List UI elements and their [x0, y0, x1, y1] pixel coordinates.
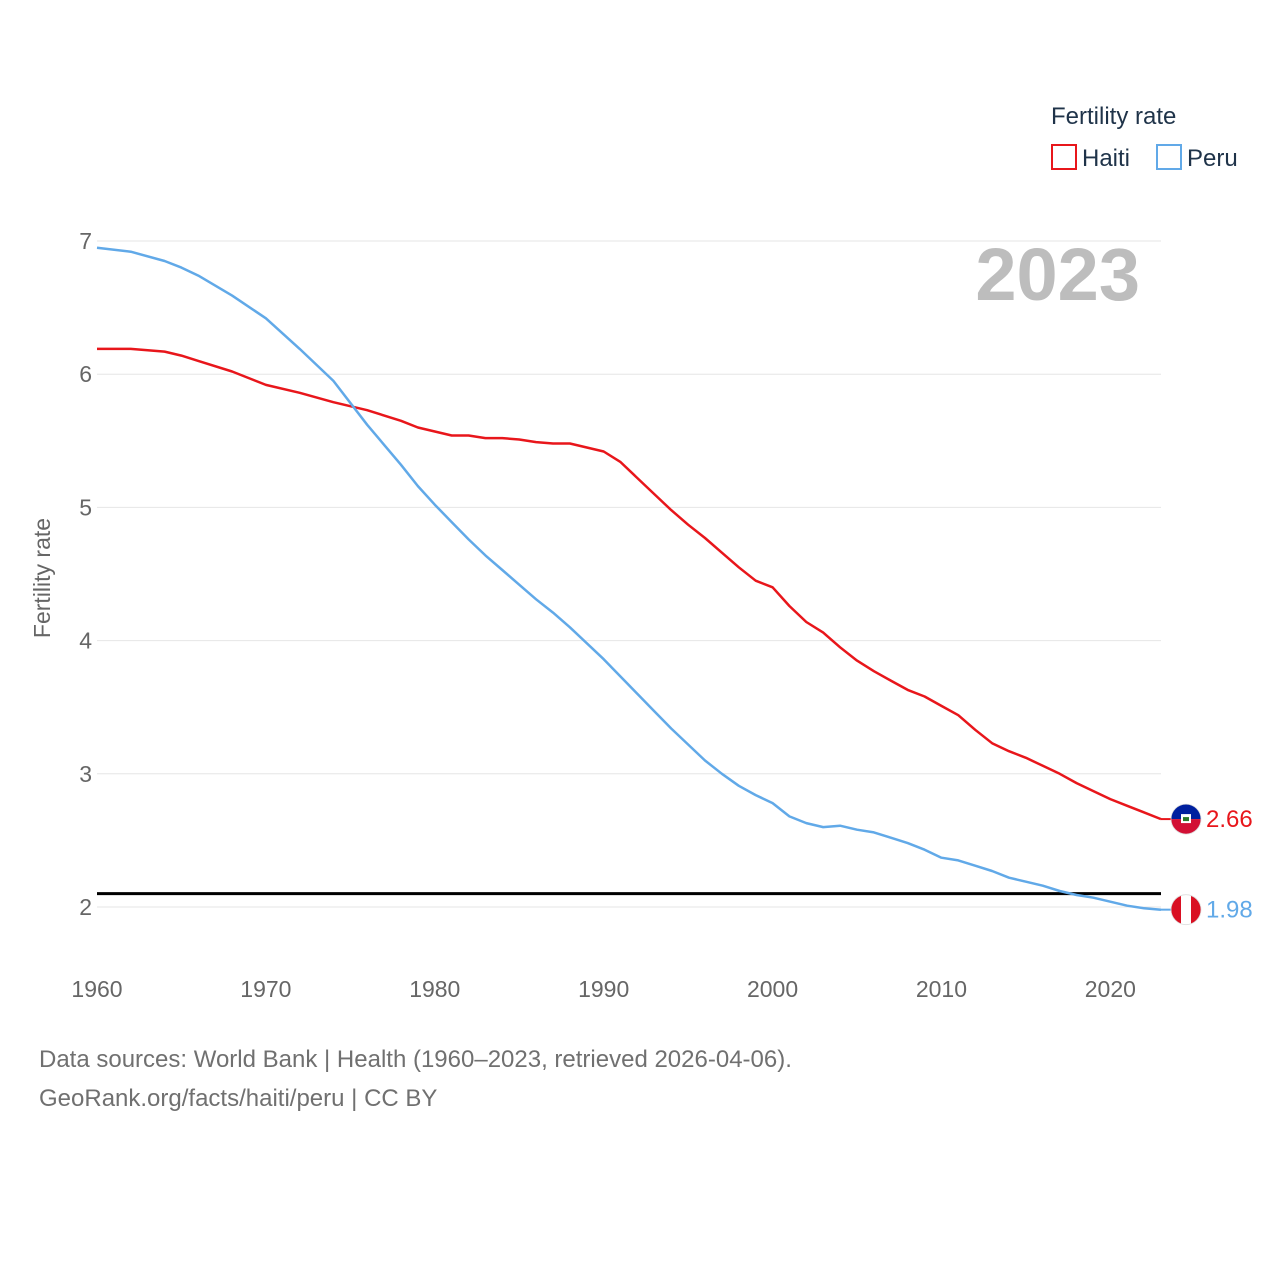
series-line-haiti[interactable]: [97, 347, 1162, 821]
year-label: 2023: [975, 233, 1140, 316]
line-chart: 2 3 4 5 6 7 1960 1970 1980 1990 2000 2010 2020 Fert…: [29, 103, 1253, 1002]
end-value-label-haiti: 2.66: [1206, 806, 1253, 833]
haiti-flag-icon: [1170, 803, 1202, 835]
series-line-peru[interactable]: [96, 246, 1162, 911]
legend-swatch-peru[interactable]: [1156, 144, 1182, 170]
x-tick-label: 1990: [578, 976, 629, 1002]
x-tick-label: 2010: [916, 976, 967, 1002]
x-tick-label: 1960: [71, 976, 122, 1002]
x-tick-label: 2000: [747, 976, 798, 1002]
source-line-1: Data sources: World Bank | Health (1960–…: [39, 1046, 792, 1073]
peru-flag-icon: [1170, 894, 1202, 926]
legend-swatch-haiti[interactable]: [1051, 144, 1077, 170]
x-tick-label: 2020: [1085, 976, 1136, 1002]
source-note: Data sources: World Bank | Health (1960–…: [39, 1040, 792, 1118]
end-markers: 2.66 1.98: [1161, 803, 1253, 926]
legend: Fertility rate Haiti Peru: [1051, 103, 1238, 172]
legend-title: Fertility rate: [1051, 103, 1176, 130]
y-tick-label: 2: [79, 894, 92, 920]
legend-label-haiti[interactable]: Haiti: [1082, 145, 1130, 172]
x-tick-label: 1980: [409, 976, 460, 1002]
y-tick-label: 3: [79, 761, 92, 787]
source-line-2: GeoRank.org/facts/haiti/peru | CC BY: [39, 1085, 438, 1112]
end-value-label-peru: 1.98: [1206, 897, 1253, 924]
y-tick-label: 5: [79, 494, 92, 520]
series-lines: [96, 246, 1162, 911]
x-axis-ticks: 1960 1970 1980 1990 2000 2010 2020: [71, 976, 1136, 1002]
x-tick-label: 1970: [240, 976, 291, 1002]
y-axis-ticks: 2 3 4 5 6 7: [79, 228, 92, 920]
y-tick-label: 4: [79, 628, 92, 654]
y-tick-label: 7: [79, 228, 92, 254]
y-tick-label: 6: [79, 361, 92, 387]
legend-label-peru[interactable]: Peru: [1187, 145, 1238, 172]
gridlines: [97, 240, 1161, 908]
y-axis-title: Fertility rate: [29, 518, 55, 638]
